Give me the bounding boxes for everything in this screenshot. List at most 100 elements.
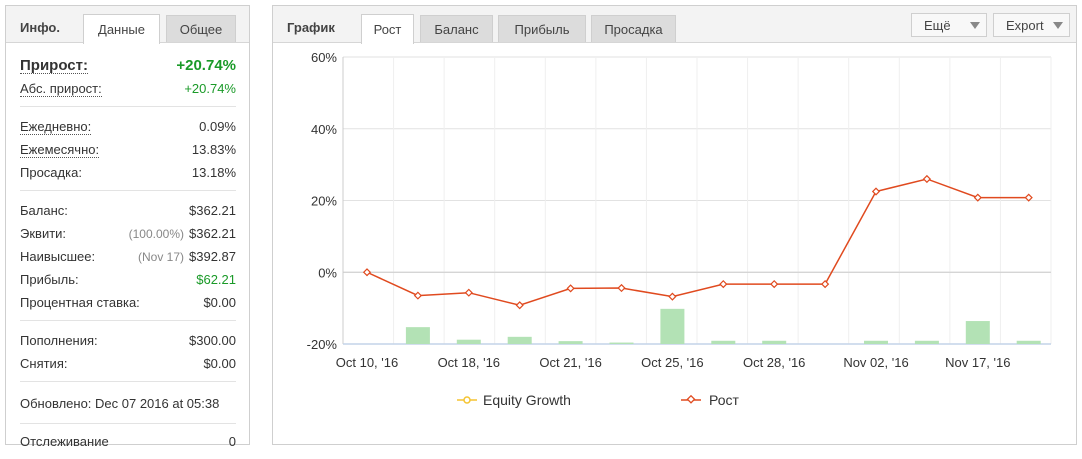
growth-chart: 60% 40% 20% 0% -20% Oct 10, '16 Oct 18, '16 Oc… [307,50,1052,408]
balance-label: Баланс: [20,203,68,218]
x-tick-label: Oct 21, '16 [539,355,601,370]
volume-bar [456,339,481,344]
equity-label: Эквити: [20,226,67,241]
monthly-value: 13.83% [191,142,236,157]
legend-equity-marker [463,396,471,404]
y-tick-label: 60% [311,50,337,65]
abs-growth-value: +20.74% [184,81,236,96]
legend-equity-label[interactable]: Equity Growth [483,392,571,408]
more-button[interactable]: Ещё [911,13,987,37]
x-tick-label: Oct 18, '16 [438,355,500,370]
drawdown-label: Просадка: [20,165,82,180]
tab-profit[interactable]: Прибыль [498,15,586,42]
withdrawals-row: Снятия: $0.00 [20,352,236,375]
tab-drawdown[interactable]: Просадка [591,15,676,42]
tab-balance[interactable]: Баланс [420,15,493,42]
growth-point [871,187,881,196]
monthly-label[interactable]: Ежемесячно: [20,141,100,158]
tracking-label: Отслеживание [20,434,109,449]
volume-bar [914,340,939,344]
highest-date: (Nov 17) [137,250,184,264]
highest-row: Наивысшее: (Nov 17) $392.87 [20,245,236,268]
y-tick-label: -20% [307,337,338,352]
growth-point [820,279,830,289]
growth-label[interactable]: Прирост: [20,56,88,74]
y-tick-label: 40% [311,122,337,137]
tracking-value: 0 [228,434,236,449]
tab-growth[interactable]: Рост [361,14,414,44]
legend-growth-label[interactable]: Рост [709,392,740,408]
interest-value: $0.00 [203,295,236,310]
info-title: Инфо. [20,20,60,35]
profit-row: Прибыль: $62.21 [20,268,236,291]
updated-row: Обновлено: Dec 07 2016 at 05:38 [20,392,236,415]
daily-label[interactable]: Ежедневно: [20,118,92,135]
deposits-row: Пополнения: $300.00 [20,329,236,352]
growth-point [719,279,728,289]
x-tick-label: Oct 10, '16 [336,355,398,370]
tracking-row: Отслеживание 0 [20,430,236,453]
tab-data[interactable]: Данные [83,14,160,44]
chart-tabbar: График Рост Баланс Прибыль Просадка Ещё … [273,6,1076,44]
withdrawals-value: $0.00 [203,356,236,371]
volume-bar [965,321,990,344]
growth-point [1024,193,1033,202]
volume-bar [558,341,583,344]
deposits-label: Пополнения: [20,333,98,348]
daily-value: 0.09% [199,119,236,134]
growth-point [770,279,779,289]
growth-point [413,291,423,300]
withdrawals-label: Снятия: [20,356,68,371]
profit-value: $62.21 [196,272,236,287]
growth-point [515,301,524,310]
deposits-value: $300.00 [189,333,236,348]
profit-label: Прибыль: [20,272,79,287]
info-panel: Инфо. Данные Общее Прирост: +20.74% Абс.… [5,5,250,449]
x-tick-label: Oct 28, '16 [743,355,805,370]
growth-point [566,284,575,293]
interest-row: Процентная ставка: $0.00 [20,291,236,314]
abs-growth-row: Абс. прирост: +20.74% [20,77,236,100]
drawdown-value: 13.18% [191,165,236,180]
highest-label: Наивысшее: [20,249,96,264]
info-tabbar: Инфо. Данные Общее [6,6,249,44]
updated-text: Обновлено: Dec 07 2016 at 05:38 [20,396,220,411]
volume-bar [507,336,532,344]
y-tick-label: 20% [311,194,337,209]
equity-row: Эквити: (100.00%) $362.21 [20,222,236,245]
tab-general[interactable]: Общее [166,15,236,42]
chevron-down-icon [970,22,980,29]
export-button[interactable]: Export [993,13,1070,37]
growth-point [973,193,982,202]
equity-value: $362.21 [189,226,236,241]
growth-point [362,268,372,277]
growth-point [617,283,626,293]
volume-bar [762,340,787,344]
abs-growth-label[interactable]: Абс. прирост: [20,80,102,97]
chart-title: График [287,20,335,35]
x-tick-label: Nov 02, '16 [843,355,908,370]
balance-value: $362.21 [189,203,236,218]
more-button-label: Ещё [924,17,951,33]
highest-value: $392.87 [189,249,236,264]
y-tick-label: 0% [318,265,337,280]
daily-row: Ежедневно: 0.09% [20,115,236,138]
growth-point [922,174,932,184]
balance-row: Баланс: $362.21 [20,199,236,222]
volume-bar [711,340,736,344]
volume-bar [864,340,888,344]
equity-percent: (100.00%) [128,227,184,241]
volume-bar [660,308,685,344]
x-tick-label: Nov 17, '16 [945,355,1010,370]
export-button-label: Export [1006,17,1044,33]
growth-point [668,292,677,301]
chevron-down-icon [1053,22,1063,29]
volume-bar [609,342,634,344]
x-tick-label: Oct 25, '16 [641,355,703,370]
legend-growth-marker [686,394,696,404]
drawdown-row: Просадка: 13.18% [20,161,236,184]
growth-point [464,288,473,297]
interest-label: Процентная ставка: [20,295,140,310]
chart-panel: График Рост Баланс Прибыль Просадка Ещё … [272,5,1077,445]
growth-row: Прирост: +20.74% [20,54,236,77]
